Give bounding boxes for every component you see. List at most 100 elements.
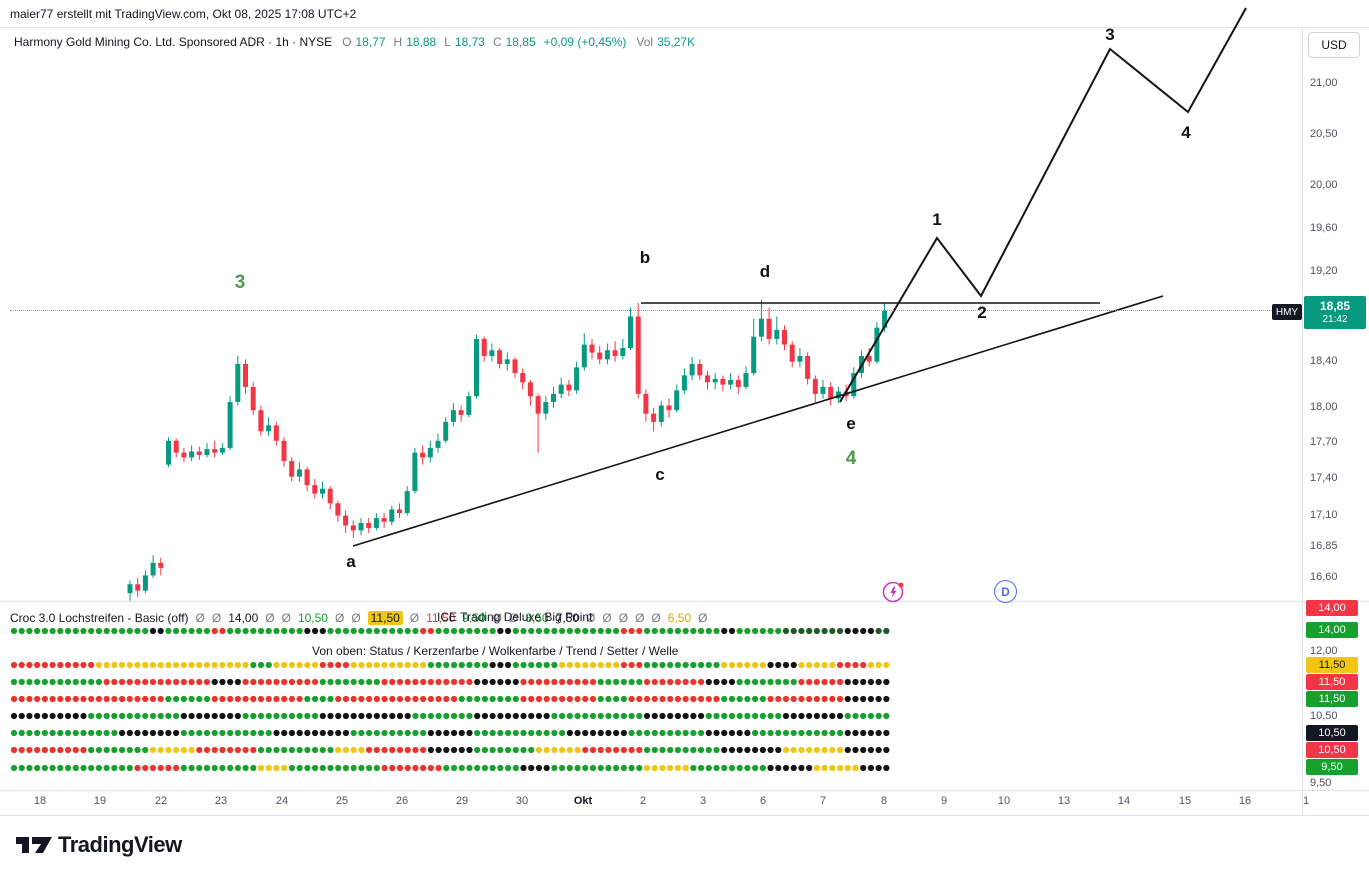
current-price-line [10,310,1302,311]
candle [805,352,811,385]
symbol-price-tag: HMY [1272,304,1302,320]
candle [604,343,610,364]
candle [266,417,272,437]
price-tick-label: 19,20 [1310,265,1338,278]
indicator-value: Ø [618,611,629,625]
indicator-title: Croc 3.0 Lochstreifen - Basic (off) [10,611,189,625]
price-axis-divider [1302,27,1303,815]
candle [504,352,510,371]
candle [166,437,171,468]
time-axis-label: 26 [395,795,409,807]
dividend-icon[interactable]: D [994,580,1017,603]
candle [697,359,703,381]
candle [358,518,364,536]
wave-label-a: a [346,552,356,571]
time-axis-label: 7 [819,795,827,807]
candle [458,405,464,422]
price-tick-label: 17,10 [1310,508,1338,521]
indicator-value: Ø [586,611,596,625]
candle [789,341,795,368]
candle [450,403,456,427]
candle [782,325,787,351]
candle [735,375,741,394]
ohlc-value: 18,73 [454,35,485,49]
candle [320,481,325,499]
time-axis-label: 22 [154,795,168,807]
candle [835,386,841,404]
symbol-title[interactable]: Harmony Gold Mining Co. Ltd. Sponsored A… [14,35,333,49]
candle [142,570,148,594]
time-axis-label: 14 [1117,795,1131,807]
candle [758,299,764,342]
candle [589,338,595,360]
indicator-legend-note: Von oben: Status / Kerzenfarbe / Wolkenf… [312,644,679,658]
wave-label-2: 2 [977,303,987,322]
bar-countdown: 21:42 [1322,313,1348,325]
currency-button[interactable]: USD [1308,32,1360,58]
candle [397,503,402,519]
time-axis-label: 19 [93,795,107,807]
candle [219,443,225,456]
price-tick-label: 20,00 [1310,179,1338,192]
candle [620,338,626,360]
candle [173,438,179,458]
indicator-value: Ø [195,611,205,625]
wave-label-3: 3 [234,272,246,293]
candle [435,433,441,453]
indicator-value: Ø [492,611,502,625]
volume-value: 35,27K [657,35,696,49]
ohlc-value: 18,88 [406,35,437,49]
indicator-value: Ø [508,611,519,625]
candle [612,341,618,362]
ascending-trendline[interactable] [352,295,1164,547]
time-axis-label: 16 [1238,795,1252,807]
ohlc-label: L [444,35,451,49]
candle [520,368,526,390]
symbol-legend[interactable]: Harmony Gold Mining Co. Ltd. Sponsored A… [14,35,695,49]
current-price-value: 18,85 [1319,299,1351,314]
indicator-dot-row [10,729,890,737]
wave-label-d: d [759,262,771,281]
candle [874,322,880,364]
price-tick-label: 17,70 [1310,436,1338,449]
candle [543,396,549,420]
current-price-badge: 18,85 21:42 [1304,296,1366,329]
indicator-scale-badge: 14,00 [1306,600,1358,616]
candle [135,577,141,598]
indicator-value: 11,50 [426,611,456,625]
indicator-value: Ø [281,611,291,625]
wave-label-4: 4 [1181,123,1191,142]
tradingview-logo[interactable]: TradingView [16,831,182,859]
candle [651,407,657,432]
time-axis-label: 8 [880,795,888,807]
indicator-scale-badge: 14,00 [1306,622,1358,638]
candle [235,355,241,406]
candle [258,405,264,437]
price-tick-label: 19,60 [1310,221,1338,234]
indicator-value: 7,50 [555,611,580,625]
indicator-value: 14,00 [228,611,259,625]
time-axis-label: 25 [335,795,349,807]
candle [327,486,333,510]
tradingview-logo-text: TradingView [58,832,182,857]
wave-projection-line[interactable] [839,7,1247,403]
candle [512,357,518,378]
wave-label-3: 3 [1105,25,1115,44]
price-tick-label: 17,40 [1310,472,1338,485]
candle [466,391,472,418]
indicator-value: Ø [698,611,708,625]
ohlc-value: 18,85 [505,35,536,49]
candle [658,400,664,427]
candle [243,359,248,394]
candle [373,513,379,531]
candle [497,347,503,369]
indicator-header[interactable]: Croc 3.0 Lochstreifen - Basic (off) Ø Ø 14… [10,611,707,625]
flash-event-icon[interactable] [882,580,906,604]
indicator-dot-row [10,764,890,772]
indicator-scale-badge: 10,50 [1306,742,1358,758]
indicator-dot-row [10,746,890,754]
volume-label: Vol [636,35,654,49]
ohlc-value: 18,77 [355,35,386,49]
tradingview-logo-mark [16,837,52,853]
